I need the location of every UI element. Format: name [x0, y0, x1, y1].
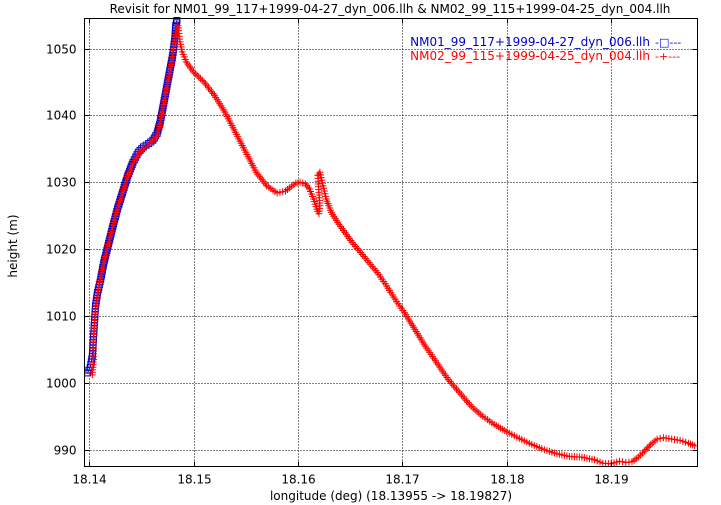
chart-title: Revisit for NM01_99_117+1999-04-27_dyn_0…	[110, 2, 671, 16]
y-tick-label: 1010	[46, 310, 77, 324]
data-point	[190, 68, 198, 76]
y-tick-label: 990	[54, 444, 77, 458]
data-point	[135, 150, 143, 158]
x-tick-label: 18.14	[72, 473, 106, 487]
data-point	[645, 442, 653, 450]
legend-marker-sample: -□---	[655, 36, 681, 49]
tick-layer: 18.14 18.15 18.16 18.17 18.18 18.19 990 1000 101…	[46, 18, 698, 487]
series-line	[87, 20, 178, 374]
y-tick-label: 1050	[46, 43, 77, 57]
data-point	[148, 138, 155, 146]
series-line	[91, 25, 695, 465]
x-axis-label: longitude (deg) (18.13955 -> 18.19827)	[270, 489, 512, 503]
data-point	[193, 71, 201, 79]
x-tick-label: 18.19	[594, 473, 628, 487]
data-point	[315, 170, 323, 178]
data-point	[303, 181, 311, 189]
legend: NM01_99_117+1999-04-27_dyn_006.llh -□--- N…	[410, 35, 681, 63]
data-point	[195, 73, 203, 81]
y-tick-label: 1000	[46, 377, 77, 391]
data-point	[616, 457, 623, 465]
y-tick-label: 1020	[46, 243, 77, 257]
y-tick-label: 1030	[46, 176, 77, 190]
data-point	[138, 147, 146, 155]
data-point	[656, 434, 664, 442]
data-point	[173, 17, 181, 24]
legend-marker-sample: -+---	[655, 50, 680, 63]
y-axis-label: height (m)	[6, 214, 20, 277]
plot-frame	[84, 18, 698, 467]
y-tick-label: 1040	[46, 109, 77, 123]
x-tick-label: 18.15	[177, 473, 211, 487]
x-tick-label: 18.16	[281, 473, 315, 487]
data-point	[653, 435, 661, 443]
series-1	[84, 17, 181, 377]
data-point	[304, 183, 312, 191]
data-point	[641, 447, 649, 455]
data-point	[644, 444, 652, 452]
legend-label: NM01_99_117+1999-04-27_dyn_006.llh	[410, 35, 650, 49]
grid-layer	[84, 18, 698, 467]
data-point	[136, 148, 144, 156]
series-2	[88, 21, 699, 468]
data-point	[619, 458, 627, 466]
data-point	[197, 75, 205, 83]
series-layer	[84, 17, 699, 468]
x-tick-label: 18.18	[490, 473, 524, 487]
data-point	[642, 445, 650, 453]
data-point	[191, 70, 199, 78]
legend-label: NM02_99_115+1999-04-25_dyn_004.llh	[410, 49, 650, 63]
data-point	[146, 140, 154, 147]
data-point	[149, 136, 157, 144]
data-point	[198, 76, 206, 84]
x-tick-label: 18.17	[385, 473, 419, 487]
data-point	[133, 152, 141, 160]
